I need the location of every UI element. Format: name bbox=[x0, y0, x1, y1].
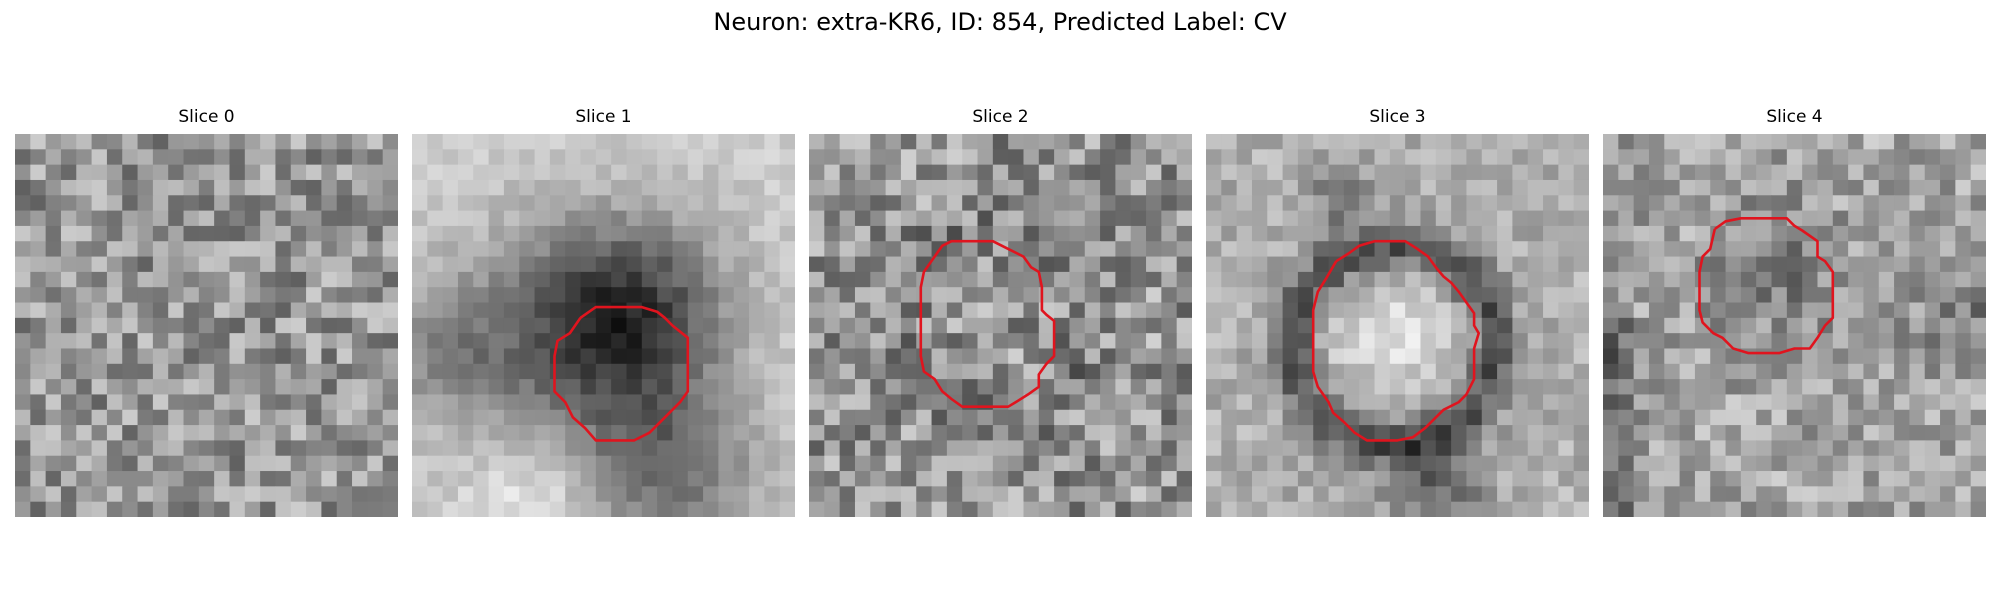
slice-image-1 bbox=[412, 134, 795, 517]
slice-image-0 bbox=[15, 134, 398, 517]
pixel-grid bbox=[809, 134, 1192, 517]
slice-panel-2: Slice 2 bbox=[809, 107, 1192, 517]
slice-panel-3: Slice 3 bbox=[1206, 107, 1589, 517]
slice-image-3 bbox=[1206, 134, 1589, 517]
slice-title: Slice 4 bbox=[1766, 107, 1823, 127]
slice-panel-0: Slice 0 bbox=[15, 107, 398, 517]
slice-title: Slice 2 bbox=[972, 107, 1029, 127]
slice-title: Slice 0 bbox=[178, 107, 235, 127]
roi-outline bbox=[1311, 239, 1481, 442]
slice-panel-1: Slice 1 bbox=[412, 107, 795, 517]
pixel-grid bbox=[15, 134, 398, 517]
pixel-grid bbox=[1206, 134, 1589, 517]
slice-panel-4: Slice 4 bbox=[1603, 107, 1986, 517]
pixel-grid bbox=[1603, 134, 1986, 517]
roi-outline bbox=[553, 305, 690, 442]
roi-outline bbox=[919, 239, 1056, 409]
slice-image-4 bbox=[1603, 134, 1986, 517]
figure-title: Neuron: extra-KR6, ID: 854, Predicted La… bbox=[713, 8, 1287, 36]
slice-image-2 bbox=[809, 134, 1192, 517]
slice-title: Slice 3 bbox=[1369, 107, 1426, 127]
pixel-grid bbox=[412, 134, 795, 517]
slice-title: Slice 1 bbox=[575, 107, 632, 127]
roi-outline bbox=[1698, 217, 1835, 355]
